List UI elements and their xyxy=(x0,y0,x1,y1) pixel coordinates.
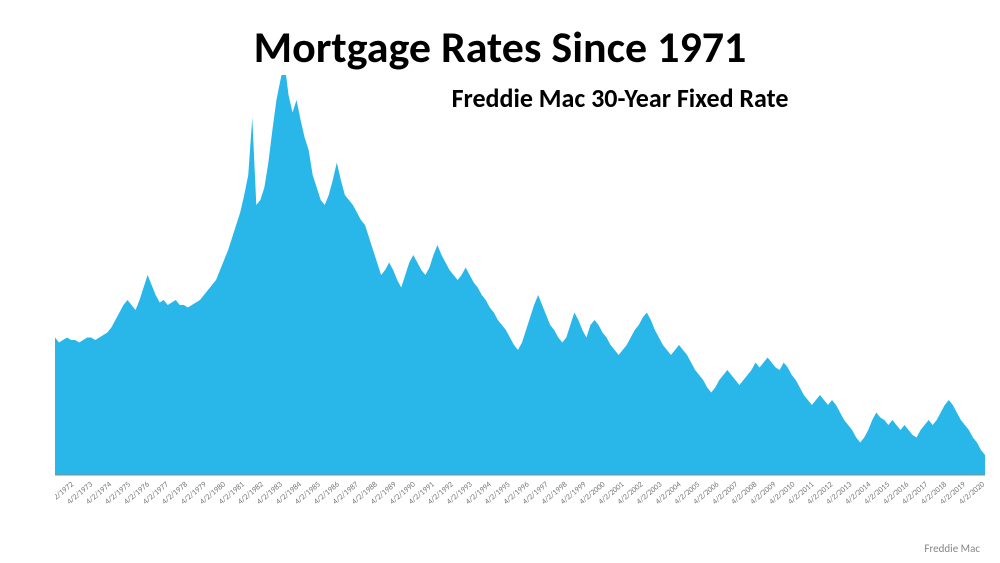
rate-area xyxy=(55,75,985,475)
chart-plot: 2.004.006.008.0010.0012.0014.0016.0018.0… xyxy=(55,75,985,510)
chart-title: Mortgage Rates Since 1971 xyxy=(0,20,1000,74)
source-label: Freddie Mac xyxy=(924,542,980,555)
chart-container: Mortgage Rates Since 1971 Freddie Mac 30… xyxy=(0,0,1000,563)
